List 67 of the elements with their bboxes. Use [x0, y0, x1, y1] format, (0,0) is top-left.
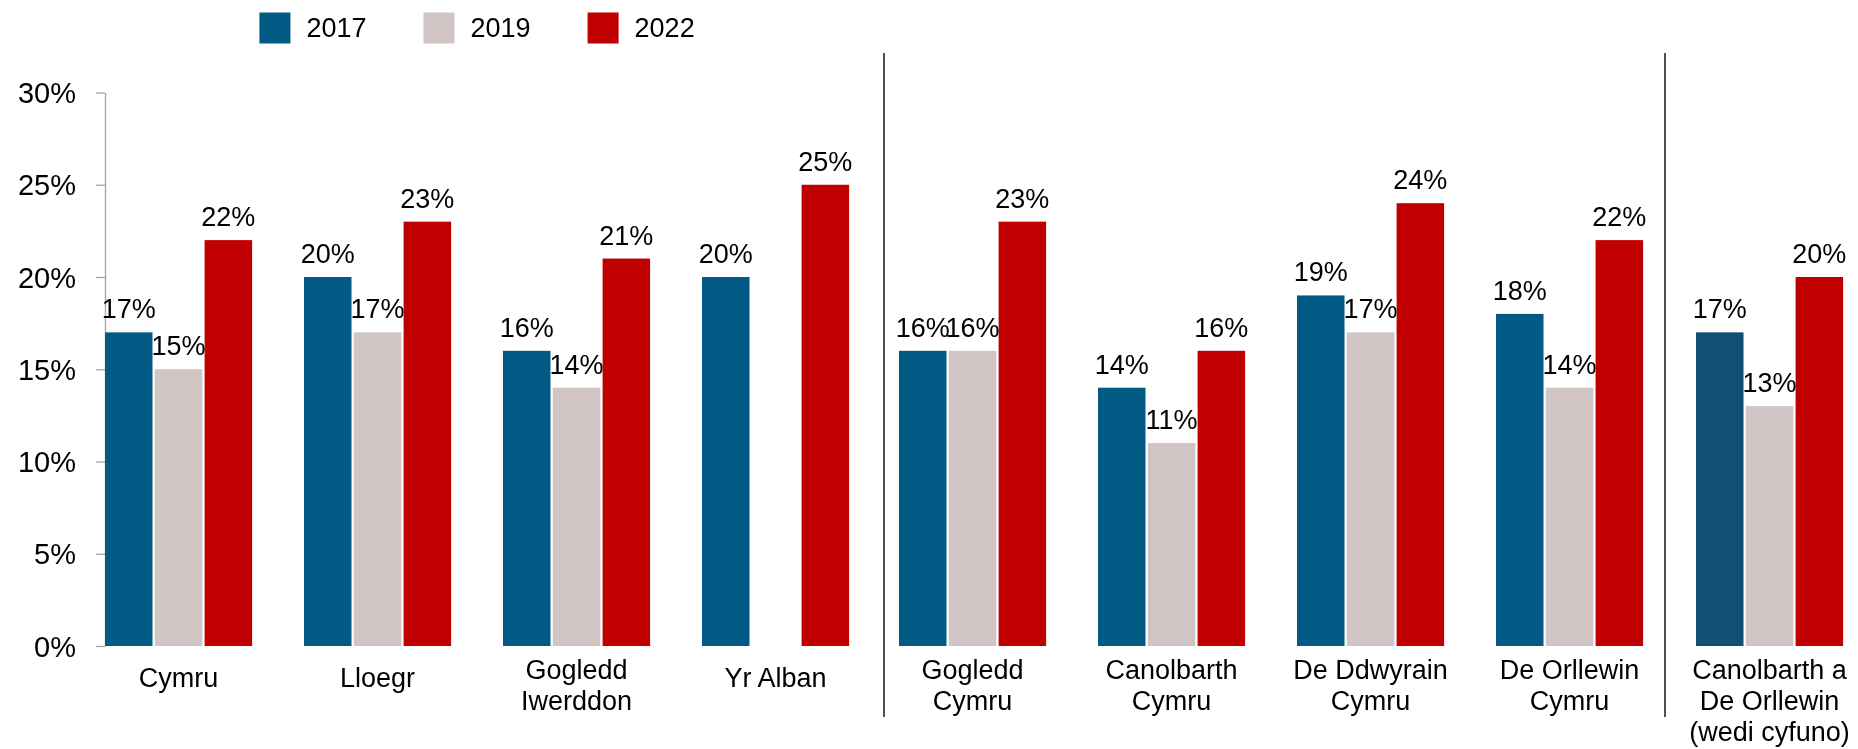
- y-tick-label: 5%: [34, 538, 76, 571]
- bar: [304, 277, 352, 646]
- bar: [899, 350, 947, 646]
- bar: [1197, 350, 1246, 646]
- data-label: 20%: [698, 239, 753, 269]
- x-tick-label: Lloegr: [340, 663, 416, 693]
- x-tick-label: De Ddwyrain Cymru: [1293, 655, 1448, 716]
- bar: [602, 258, 651, 646]
- bar: [1595, 240, 1644, 646]
- bar: [353, 332, 402, 646]
- bar: [702, 277, 750, 646]
- data-label: 25%: [798, 146, 853, 177]
- data-label: 14%: [549, 349, 604, 380]
- data-label: 23%: [400, 183, 455, 214]
- data-label: 17%: [350, 294, 405, 325]
- data-label: 14%: [1094, 349, 1149, 380]
- x-tick-label: Canolbarth a De Orllewin (wedi cyfuno): [1689, 655, 1850, 747]
- bar: [998, 221, 1047, 646]
- x-tick-label: Gogledd Iwerddon: [521, 655, 633, 716]
- x-tick-label: Gogledd Cymru: [921, 655, 1024, 716]
- data-label: 14%: [1542, 349, 1597, 380]
- x-tick-label: Canolbarth Cymru: [1105, 655, 1238, 716]
- x-tick-label: Cymru: [138, 663, 219, 693]
- bar: [204, 240, 253, 646]
- data-label: 20%: [1792, 239, 1847, 269]
- bar: [552, 387, 601, 646]
- data-label: 16%: [499, 312, 554, 343]
- legend-label: 2022: [634, 13, 695, 44]
- y-tick-label: 0%: [34, 630, 76, 663]
- legend-label: 2019: [470, 13, 531, 44]
- legend-label: 2017: [306, 13, 367, 44]
- bar: [403, 221, 452, 646]
- data-label: 17%: [101, 294, 156, 325]
- data-label: 22%: [201, 202, 256, 233]
- bar: [503, 350, 551, 646]
- bar: [154, 369, 203, 646]
- data-label: 13%: [1742, 368, 1797, 399]
- y-tick-label: 10%: [17, 446, 76, 479]
- y-tick-label: 15%: [17, 353, 76, 386]
- data-label: 16%: [1194, 312, 1249, 343]
- data-label: 15%: [151, 331, 206, 362]
- bar: [1496, 313, 1544, 646]
- bar: [1396, 203, 1445, 646]
- data-label: 17%: [1692, 294, 1747, 325]
- bar: [948, 350, 997, 646]
- x-tick-label: De Orllewin Cymru: [1499, 655, 1640, 716]
- x-tick-label: Yr Alban: [724, 663, 827, 693]
- data-label: 22%: [1592, 202, 1647, 233]
- y-tick-label: 20%: [17, 261, 76, 294]
- bar: [1297, 295, 1345, 646]
- data-label: 16%: [895, 312, 950, 343]
- data-label: 20%: [300, 239, 355, 269]
- data-label: 21%: [599, 220, 654, 251]
- data-label: 23%: [995, 183, 1050, 214]
- bar: [1147, 443, 1196, 646]
- data-label: 17%: [1343, 294, 1398, 325]
- bar: [1545, 387, 1594, 646]
- bar: [105, 332, 153, 646]
- data-label: 19%: [1293, 257, 1348, 288]
- bar: [801, 184, 850, 646]
- y-tick-label: 30%: [17, 77, 76, 110]
- bar: [1098, 387, 1146, 646]
- data-label: 24%: [1393, 165, 1448, 196]
- data-label: 11%: [1145, 405, 1198, 436]
- y-tick-label: 25%: [17, 169, 76, 202]
- bar: [1346, 332, 1395, 646]
- data-label: 18%: [1492, 275, 1547, 306]
